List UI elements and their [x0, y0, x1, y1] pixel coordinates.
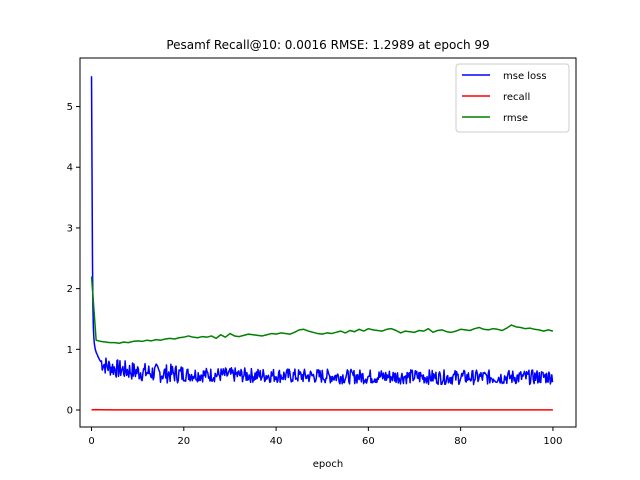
- axes-frame: [79, 57, 577, 428]
- y-tick-label: 3: [67, 223, 73, 234]
- chart-title: Pesamf Recall@10: 0.0016 RMSE: 1.2989 at…: [166, 38, 489, 52]
- x-axis-label: epoch: [313, 459, 343, 470]
- x-tick-label: 0: [88, 436, 94, 447]
- series-line-rmse: [90, 276, 554, 344]
- y-tick-label: 4: [67, 163, 73, 174]
- plot-area: [90, 76, 554, 411]
- legend-label: rmse: [503, 113, 528, 124]
- legend: mse loss recall rmse: [455, 63, 570, 133]
- x-tick-label: 20: [177, 436, 190, 447]
- legend-label: mse loss: [503, 71, 547, 82]
- y-tick-label: 0: [67, 406, 73, 417]
- y-tick-label: 2: [67, 284, 73, 295]
- legend-label: recall: [503, 92, 530, 103]
- y-tick-label: 5: [67, 102, 73, 113]
- x-tick-label: 40: [270, 436, 283, 447]
- series-line-mse-loss: [90, 76, 554, 386]
- y-axis: 0 1 2 3 4 5: [67, 102, 80, 417]
- x-tick-label: 100: [543, 436, 562, 447]
- x-axis: 0 20 40 60 80 100: [88, 427, 562, 447]
- x-tick-label: 60: [362, 436, 375, 447]
- y-tick-label: 1: [67, 345, 73, 356]
- legend-box: [455, 63, 570, 133]
- x-tick-label: 80: [454, 436, 467, 447]
